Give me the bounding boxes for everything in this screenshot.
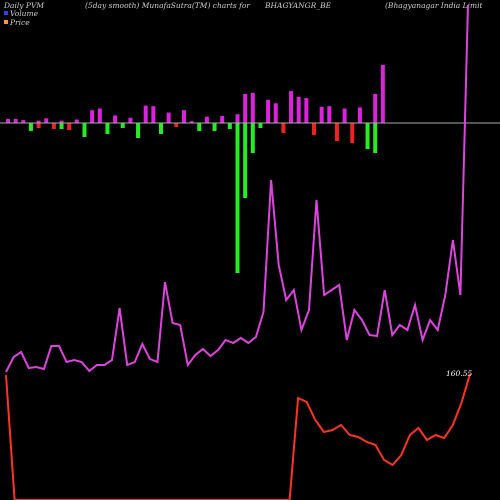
volume-bar-up: [243, 94, 248, 123]
pvm-line: [5, 4, 469, 373]
volume-bar-up: [143, 105, 148, 123]
volume-bar-up: [357, 107, 362, 123]
volume-bar-up: [97, 108, 102, 123]
volume-bar-down: [36, 123, 41, 128]
volume-bar-up: [380, 65, 385, 123]
volume-bar-down: [28, 123, 33, 131]
volume-bar-down: [334, 123, 339, 141]
volume-bar-up: [189, 121, 194, 123]
volume-bar-up: [44, 118, 49, 123]
volume-bar-down: [235, 123, 240, 273]
volume-bar-up: [181, 110, 186, 123]
volume-bar-down: [227, 123, 232, 129]
volume-bar-up: [151, 106, 156, 123]
volume-bars: [6, 65, 385, 273]
volume-bar-down: [59, 123, 64, 129]
volume-bar-up: [21, 120, 26, 123]
volume-bar-down: [373, 123, 378, 153]
volume-bar-up: [59, 120, 64, 123]
volume-bar-up: [250, 92, 255, 123]
volume-bar-down: [136, 123, 141, 138]
volume-bar-down: [365, 123, 370, 149]
volume-bar-up: [113, 115, 118, 123]
volume-bar-up: [235, 114, 240, 123]
header-symbol: BHAGYANGR_BE: [264, 1, 332, 10]
volume-bar-down: [120, 123, 125, 128]
legend-price-label: Price: [9, 18, 30, 27]
volume-bar-up: [90, 110, 95, 123]
volume-bar-up: [296, 96, 301, 123]
volume-bar-up: [373, 94, 378, 123]
volume-bar-up: [36, 120, 41, 123]
volume-bar-down: [258, 123, 263, 128]
volume-bar-down: [281, 123, 286, 133]
header-left: Daily PVM: [3, 1, 44, 10]
volume-bar-down: [105, 123, 110, 134]
price-last-label: 160.55: [446, 369, 472, 378]
volume-bar-up: [273, 103, 278, 123]
volume-bar-up: [204, 116, 209, 123]
volume-bar-up: [166, 112, 171, 123]
legend-volume-swatch: [4, 11, 8, 15]
volume-bar-up: [319, 106, 324, 123]
volume-bar-down: [67, 123, 72, 130]
volume-bar-down: [243, 123, 248, 198]
price-line: [5, 373, 471, 500]
volume-bar-up: [289, 91, 294, 123]
header-company: (Bhagyanagar India Limit: [385, 1, 484, 10]
volume-bar-up: [304, 98, 309, 123]
volume-bar-down: [197, 123, 202, 131]
volume-bar-down: [174, 123, 179, 127]
volume-bar-down: [312, 123, 316, 135]
volume-bar-up: [74, 119, 79, 123]
volume-bar-up: [327, 106, 332, 123]
volume-bar-up: [220, 116, 225, 123]
volume-bar-up: [128, 117, 133, 123]
volume-bar-up: [13, 118, 18, 123]
volume-bar-down: [250, 123, 255, 153]
volume-bar-up: [6, 118, 10, 123]
header-smooth: (5day smooth) MunafaSutra(TM) charts for: [85, 1, 250, 10]
volume-bar-up: [266, 99, 271, 123]
volume-bar-down: [82, 123, 87, 137]
volume-bar-down: [159, 123, 163, 134]
volume-bar-down: [350, 123, 355, 143]
volume-bar-down: [51, 123, 56, 129]
volume-bar-up: [342, 108, 347, 123]
volume-bar-down: [212, 123, 217, 131]
legend-volume-label: Volume: [10, 9, 39, 18]
legend-price-swatch: [4, 20, 8, 24]
